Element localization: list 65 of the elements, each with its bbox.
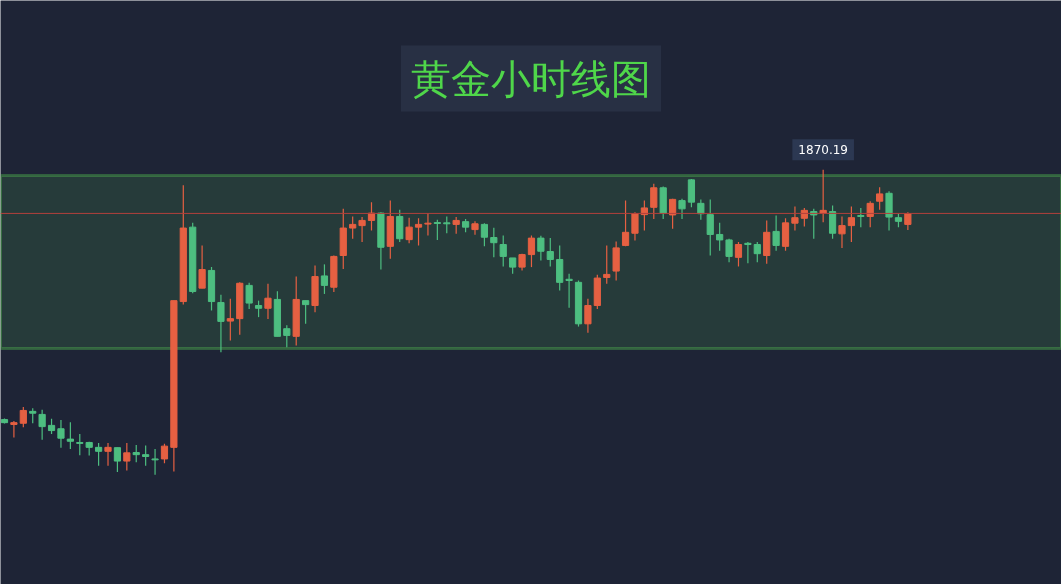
candlestick [113,447,122,473]
candlestick [838,215,846,249]
candlestick [819,169,827,223]
candlestick [367,201,376,232]
candlestick [480,222,489,247]
candlestick [847,205,856,243]
candlestick [734,241,743,268]
candlestick [716,222,724,252]
candlestick [565,273,573,309]
candlestick [245,282,253,310]
candlestick [424,212,432,236]
candlestick [19,406,27,428]
candlestick [612,240,620,282]
candlestick [160,443,169,464]
candlestick [678,198,686,220]
candlestick [537,235,545,261]
candlestick [142,444,150,467]
candlestick [66,421,74,450]
candlestick [433,219,441,241]
candlestick [217,294,225,353]
candlestick [744,241,752,264]
candlestick [763,219,771,265]
candlestick [226,298,234,342]
candlestick [810,208,818,240]
candlestick [283,324,291,348]
candlestick [405,217,413,244]
candlestick [320,263,329,295]
candlestick [10,420,18,439]
candlestick [603,244,611,285]
candlestick [151,448,159,476]
candlestick [866,200,874,228]
candlestick [198,244,206,289]
candlestick [781,217,790,252]
candlestick [885,190,893,232]
candlestick [38,409,46,441]
candlestick [57,419,65,449]
candlestick [697,198,705,221]
candlestick [876,186,884,211]
candlestick [706,198,714,257]
candlestick [358,216,366,243]
candlestick [94,442,103,467]
candlestick [621,200,630,247]
candlestick [104,442,112,467]
candlestick [499,234,507,268]
candlestick [584,298,592,334]
candlestick [828,204,837,240]
candlestick [753,241,761,263]
candlestick [527,234,536,268]
candlestick [546,237,554,268]
candlestick [264,283,272,320]
candlestick [857,207,865,228]
candlestick [349,215,357,240]
candlestick [772,214,780,252]
candlestick [414,217,423,247]
candlestick [302,300,310,325]
text: 1870.19 [798,143,848,158]
candlestick [650,183,658,220]
candlestick [791,205,799,232]
candlestick [631,211,639,242]
candlestick [556,244,564,292]
candlestick [123,442,131,472]
chart-title: 黄金小时线图 [411,55,651,102]
candlestick [490,227,498,258]
candlestick [396,209,404,243]
candlestick [687,178,696,208]
